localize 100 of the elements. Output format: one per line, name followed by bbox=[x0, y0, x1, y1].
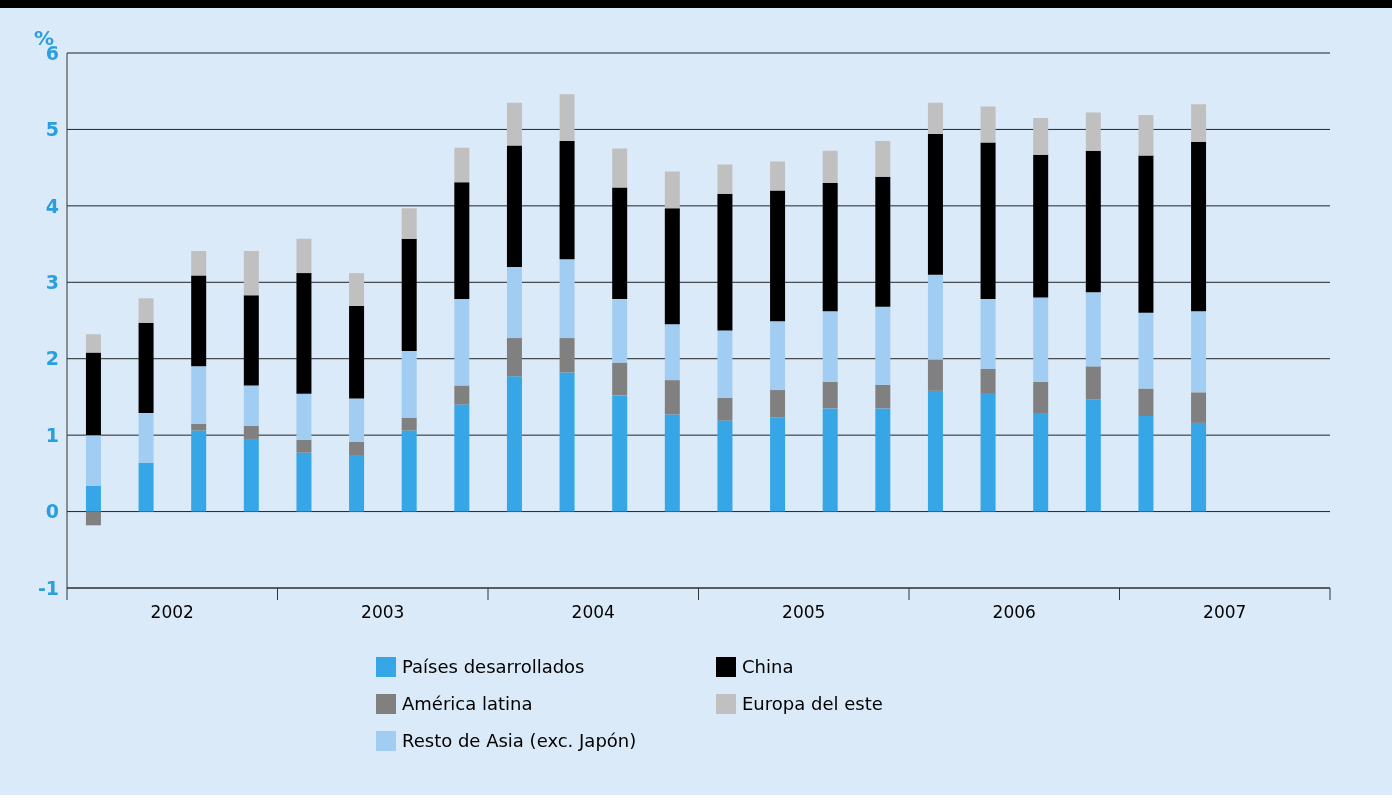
bar bbox=[1138, 312, 1154, 389]
bar bbox=[822, 381, 838, 409]
bar bbox=[664, 324, 680, 381]
bar bbox=[1191, 104, 1207, 142]
x-tick-label: 2003 bbox=[361, 602, 405, 622]
y-tick-label: 1 bbox=[45, 423, 59, 446]
bar bbox=[612, 299, 628, 363]
bar bbox=[717, 164, 733, 194]
x-tick-label: 2004 bbox=[571, 602, 615, 622]
bar bbox=[1138, 114, 1154, 156]
y-tick-label: -1 bbox=[37, 576, 59, 599]
bar bbox=[1138, 388, 1154, 417]
bar bbox=[191, 430, 207, 512]
bar bbox=[1085, 366, 1101, 400]
bar bbox=[191, 423, 207, 431]
bar bbox=[401, 351, 417, 418]
x-tick-label: 2007 bbox=[1203, 602, 1247, 622]
bar bbox=[1085, 112, 1101, 151]
bar bbox=[401, 430, 417, 512]
bar bbox=[349, 442, 365, 456]
bar bbox=[506, 338, 522, 377]
bar bbox=[191, 366, 207, 424]
y-tick-label: 3 bbox=[45, 271, 59, 294]
bar bbox=[243, 425, 259, 439]
bar bbox=[559, 259, 575, 339]
bar bbox=[506, 376, 522, 512]
bar bbox=[138, 462, 154, 512]
bar bbox=[559, 338, 575, 373]
bar bbox=[664, 414, 680, 512]
bar bbox=[1033, 412, 1049, 512]
bar bbox=[980, 106, 996, 143]
bar bbox=[875, 306, 891, 385]
bar bbox=[349, 455, 365, 512]
bar bbox=[506, 102, 522, 146]
bar bbox=[927, 102, 943, 135]
bar bbox=[980, 368, 996, 394]
bar bbox=[717, 397, 733, 421]
x-tick-label: 2005 bbox=[782, 602, 826, 622]
bar bbox=[664, 171, 680, 209]
legend-label: América latina bbox=[402, 693, 533, 714]
y-tick-label: 5 bbox=[45, 118, 59, 141]
y-tick-label: 4 bbox=[45, 194, 59, 217]
bar bbox=[559, 94, 575, 141]
bar bbox=[85, 511, 101, 526]
bar bbox=[296, 452, 312, 512]
bar bbox=[349, 398, 365, 443]
bar bbox=[1033, 381, 1049, 413]
x-tick-label: 2006 bbox=[992, 602, 1036, 622]
bar bbox=[243, 250, 259, 296]
legend-label: Países desarrollados bbox=[402, 656, 585, 677]
bar bbox=[927, 274, 943, 360]
bar bbox=[559, 372, 575, 512]
bar bbox=[454, 147, 470, 183]
bar bbox=[717, 420, 733, 512]
bar bbox=[454, 385, 470, 405]
bar bbox=[822, 311, 838, 382]
bar bbox=[875, 408, 891, 512]
bar bbox=[1085, 292, 1101, 367]
bar bbox=[822, 150, 838, 183]
bar bbox=[1085, 399, 1101, 512]
x-tick-label: 2002 bbox=[150, 602, 194, 622]
bar bbox=[1138, 416, 1154, 512]
bar bbox=[1191, 392, 1207, 423]
bar bbox=[243, 438, 259, 512]
bar bbox=[454, 404, 470, 512]
bar bbox=[243, 385, 259, 426]
bar bbox=[85, 485, 101, 512]
y-tick-label: 0 bbox=[45, 500, 59, 523]
bar bbox=[664, 380, 680, 415]
legend-label: Resto de Asia (exc. Japón) bbox=[402, 730, 637, 751]
bar bbox=[1191, 422, 1207, 512]
bar bbox=[1033, 297, 1049, 382]
bar bbox=[927, 359, 943, 391]
bar bbox=[927, 390, 943, 512]
bar bbox=[1033, 117, 1049, 155]
bar bbox=[296, 393, 312, 440]
bar bbox=[85, 334, 101, 353]
bar bbox=[506, 267, 522, 339]
legend-label: Europa del este bbox=[742, 693, 883, 714]
bar bbox=[875, 384, 891, 409]
bar bbox=[85, 435, 101, 486]
bar bbox=[401, 417, 417, 431]
bar bbox=[191, 250, 207, 276]
bar bbox=[612, 395, 628, 512]
bar bbox=[138, 412, 154, 463]
bar bbox=[138, 298, 154, 323]
bar bbox=[349, 273, 365, 306]
bar bbox=[612, 148, 628, 188]
bar bbox=[1191, 311, 1207, 393]
bar bbox=[612, 362, 628, 396]
bar bbox=[454, 299, 470, 386]
bar bbox=[770, 321, 786, 391]
bar bbox=[296, 238, 312, 274]
bar bbox=[401, 208, 417, 239]
legend-label: China bbox=[742, 656, 794, 677]
bar bbox=[980, 393, 996, 512]
bar bbox=[770, 417, 786, 512]
bar bbox=[875, 140, 891, 177]
y-tick-label: 2 bbox=[45, 347, 59, 370]
bar bbox=[770, 390, 786, 418]
